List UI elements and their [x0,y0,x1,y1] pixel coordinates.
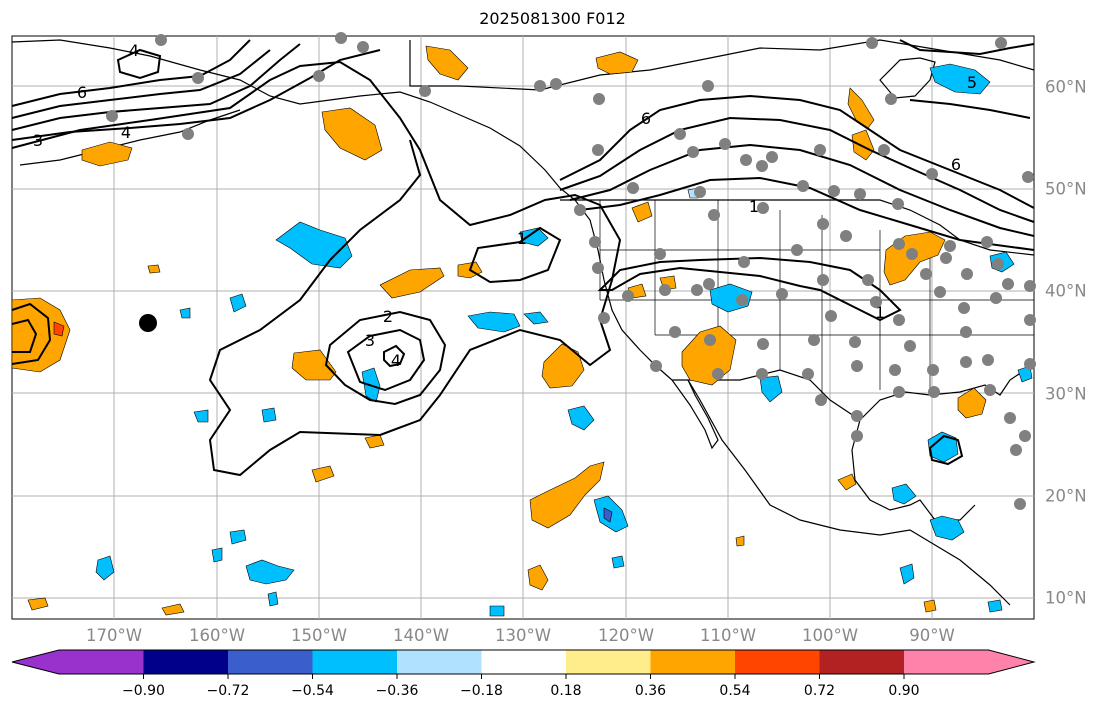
contours [11,39,1035,477]
contour-2 [324,310,447,406]
contour-label: 1 [749,197,759,216]
coastlines [11,39,1035,606]
contour-hudson [899,39,1035,56]
us-canada-border [560,199,1035,256]
contour-gom [928,434,964,466]
contour-label: 3 [365,331,375,350]
lon-label: 150°W [290,626,348,645]
canada-north [409,39,1035,91]
contour-west-edge-2 [11,318,38,353]
lat-label: 50°N [1045,179,1087,199]
baja-california [671,379,719,450]
contour-alaska-loop [116,48,162,80]
lat-label: 20°N [1045,486,1087,506]
colorbar-tick-label: −0.90 [122,683,165,699]
colorbar-tick-label: 0.18 [550,683,582,699]
marker-point [139,314,157,332]
lon-label: 140°W [392,626,450,645]
negative-anomalies [95,63,1033,617]
contour-label: 6 [951,155,961,174]
contour-label: 6 [641,109,651,128]
lon-label: 120°W [597,626,655,645]
colorbar [11,649,1036,679]
colorbar-segment [566,650,651,674]
contour-pacific-nw-4 [11,49,381,141]
station-dots [106,32,1036,510]
lat-label: 10°N [1045,588,1087,608]
colorbar-segment [228,650,313,674]
contour-continent [597,256,902,322]
colorbar-segment [143,650,228,674]
contour-pacific-nw-1 [11,43,301,131]
contour-label: 5 [967,73,977,92]
us-mexico-border [672,369,861,421]
contour-pacific-nw-3 [11,39,251,107]
lon-label: 160°W [188,626,246,645]
colorbar-segment [397,650,482,674]
contour-hudson-2 [909,99,1031,119]
contour-pacific-nw-2 [11,49,271,119]
lon-label: 90°W [909,626,955,645]
lat-label: 40°N [1045,281,1087,301]
contour-label: 6 [77,83,87,102]
contour-label: 3 [33,131,43,150]
lon-label: 110°W [699,626,757,645]
gulf-coast [859,359,1035,421]
contour-label: 1 [517,229,527,248]
contour-northeast-2 [559,116,1035,223]
colorbar-tick-label: −0.18 [460,683,503,699]
map-title: 2025081300 F012 [479,9,626,28]
colorbar-segment [735,650,820,674]
contour-west-edge [11,302,52,365]
contour-3 [346,328,426,392]
contour-1-west [468,226,562,284]
map-panel: 1 1 1 2 3 3 4 4 4 5 6 6 6 [11,32,1036,620]
colorbar-segment [650,650,735,674]
contour-label: 4 [129,41,139,60]
colorbar-outline [11,649,1036,675]
colorbar-extend-high [988,650,1034,674]
contour-northeast-1 [559,94,1035,209]
positive-anomalies [11,45,987,616]
colorbar-tick-label: −0.54 [291,683,334,699]
colorbar-segment [819,650,904,674]
colorbar-segment [904,650,989,674]
contour-northeast-3 [569,143,1035,237]
contour-4 [383,344,406,368]
colorbar-tick-label: −0.72 [206,683,250,699]
colorbar-tick-label: 0.36 [634,683,667,699]
colorbar-extend-low [12,650,59,674]
contour-label: 4 [121,123,131,142]
lon-label: 130°W [494,626,552,645]
colorbar-segment [59,650,144,674]
colorbar-segment [312,650,397,674]
lon-label: 170°W [85,626,143,645]
contour-1-main [11,60,622,477]
contour-label: 2 [383,307,393,326]
lat-label: 30°N [1045,384,1087,404]
mexico-coast [687,379,1011,606]
colorbar-tick-label: 0.54 [719,683,751,699]
contour-northeast-4 [579,176,1035,251]
colorbar-tick-label: 0.72 [803,683,836,699]
colorbar-tick-label: 0.90 [888,683,920,699]
alaska-coast [11,39,561,189]
lon-label: 100°W [801,626,859,645]
colorbar-segment [481,650,566,674]
contour-label: 1 [875,303,885,322]
lat-label: 60°N [1045,77,1087,97]
colorbar-tick-label: −0.36 [375,683,419,699]
contour-label: 4 [391,351,401,370]
contour-label-group: 1 1 1 2 3 3 4 4 4 5 6 6 6 [33,41,977,370]
